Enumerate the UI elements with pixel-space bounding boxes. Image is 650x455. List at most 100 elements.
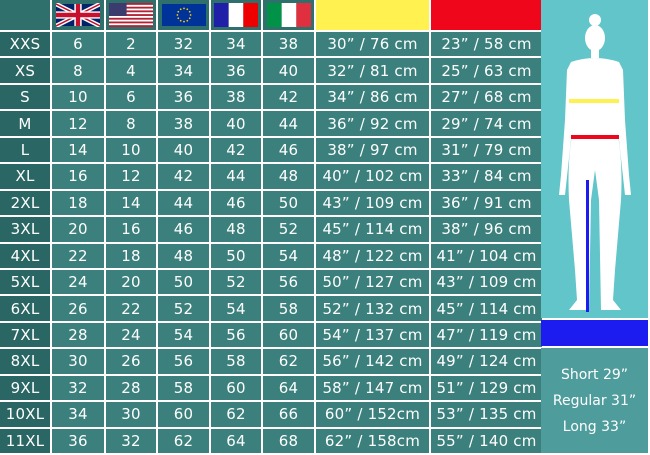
size-value: 26 xyxy=(106,349,156,374)
size-label: 2XL xyxy=(0,190,50,216)
size-value: 12 xyxy=(106,164,156,189)
size-value: 38 xyxy=(211,84,261,110)
size-value: 41” / 104 cm xyxy=(431,243,542,268)
size-value: 27” / 68 cm xyxy=(431,84,542,110)
size-value: 60 xyxy=(211,375,261,401)
size-value: 48” / 122 cm xyxy=(316,243,429,268)
size-label: 11XL xyxy=(0,428,50,453)
waist-line xyxy=(569,99,619,103)
size-value: 6 xyxy=(52,32,104,57)
size-value: 56 xyxy=(211,322,261,348)
size-value: 8 xyxy=(52,58,104,83)
size-value: 44 xyxy=(158,190,209,216)
size-value: 24 xyxy=(106,322,156,348)
body-silhouette-icon xyxy=(559,14,631,312)
size-value: 25” / 63 cm xyxy=(431,58,542,83)
size-value: 42 xyxy=(263,84,314,110)
size-value: 29” / 74 cm xyxy=(431,111,542,136)
hip-line xyxy=(571,135,619,139)
size-value: 18 xyxy=(106,243,156,268)
header-us-flag-icon xyxy=(106,0,156,30)
size-value: 40 xyxy=(263,58,314,83)
size-value: 60” / 152cm xyxy=(316,402,429,427)
size-value: 49” / 124 cm xyxy=(431,349,542,374)
size-value: 43” / 109 cm xyxy=(316,190,429,216)
size-value: 48 xyxy=(263,164,314,189)
size-label: M xyxy=(0,111,50,136)
inseam-line xyxy=(586,180,589,312)
size-value: 48 xyxy=(158,243,209,268)
size-value: 23” / 58 cm xyxy=(431,32,542,57)
inseam-color-key xyxy=(541,320,648,346)
size-value: 58 xyxy=(211,349,261,374)
size-value: 52” / 132 cm xyxy=(316,296,429,321)
size-value: 32” / 81 cm xyxy=(316,58,429,83)
uk-flag-icon xyxy=(56,3,100,27)
size-value: 10 xyxy=(106,137,156,163)
size-value: 62 xyxy=(158,428,209,453)
size-value: 44 xyxy=(263,111,314,136)
france-flag-icon xyxy=(214,3,258,27)
size-table: XXS 6 2 32 34 38 30” / 76 cm 23” / 58 cm XS 8 4 34 3… xyxy=(0,0,542,453)
size-value: 36 xyxy=(52,428,104,453)
inseam-lengths: Short 29” Regular 31” Long 33” xyxy=(541,348,648,453)
size-value: 30 xyxy=(106,402,156,427)
header-waist-color xyxy=(316,0,429,30)
size-label: S xyxy=(0,84,50,110)
size-value: 42 xyxy=(211,137,261,163)
length-regular: Regular 31” xyxy=(552,392,637,409)
size-value: 58” / 147 cm xyxy=(316,375,429,401)
size-value: 30 xyxy=(52,349,104,374)
size-value: 22 xyxy=(106,296,156,321)
size-label: XL xyxy=(0,164,50,189)
length-long: Long 33” xyxy=(562,418,627,435)
size-value: 56 xyxy=(263,269,314,295)
size-value: 68 xyxy=(263,428,314,453)
size-value: 38” / 96 cm xyxy=(431,217,542,242)
size-value: 33” / 84 cm xyxy=(431,164,542,189)
size-value: 60 xyxy=(158,402,209,427)
size-value: 56” / 142 cm xyxy=(316,349,429,374)
size-value: 62” / 158cm xyxy=(316,428,429,453)
size-value: 12 xyxy=(52,111,104,136)
size-label: 7XL xyxy=(0,322,50,348)
size-value: 32 xyxy=(158,32,209,57)
size-value: 34 xyxy=(211,32,261,57)
size-value: 34 xyxy=(52,402,104,427)
size-value: 54” / 137 cm xyxy=(316,322,429,348)
size-value: 62 xyxy=(211,402,261,427)
size-value: 50 xyxy=(211,243,261,268)
size-value: 48 xyxy=(211,217,261,242)
length-short: Short 29” xyxy=(560,366,629,383)
size-value: 18 xyxy=(52,190,104,216)
size-value: 28 xyxy=(106,375,156,401)
size-value: 47” / 119 cm xyxy=(431,322,542,348)
header-hips-color xyxy=(431,0,542,30)
size-value: 4 xyxy=(106,58,156,83)
size-value: 46 xyxy=(211,190,261,216)
header-uk-flag-icon xyxy=(52,0,104,30)
size-value: 43” / 109 cm xyxy=(431,269,542,295)
body-figure-panel xyxy=(541,0,648,318)
size-value: 46 xyxy=(263,137,314,163)
size-value: 6 xyxy=(106,84,156,110)
size-value: 58 xyxy=(158,375,209,401)
size-label: 8XL xyxy=(0,349,50,374)
size-value: 38” / 97 cm xyxy=(316,137,429,163)
size-value: 34” / 86 cm xyxy=(316,84,429,110)
size-value: 14 xyxy=(52,137,104,163)
size-value: 58 xyxy=(263,296,314,321)
size-value: 50 xyxy=(158,269,209,295)
size-label: 3XL xyxy=(0,217,50,242)
size-value: 45” / 114 cm xyxy=(316,217,429,242)
italy-flag-icon xyxy=(266,3,311,27)
size-value: 66 xyxy=(263,402,314,427)
size-value: 56 xyxy=(158,349,209,374)
size-value: 64 xyxy=(211,428,261,453)
size-value: 53” / 135 cm xyxy=(431,402,542,427)
size-label: 9XL xyxy=(0,375,50,401)
size-label: L xyxy=(0,137,50,163)
size-value: 55” / 140 cm xyxy=(431,428,542,453)
size-value: 14 xyxy=(106,190,156,216)
